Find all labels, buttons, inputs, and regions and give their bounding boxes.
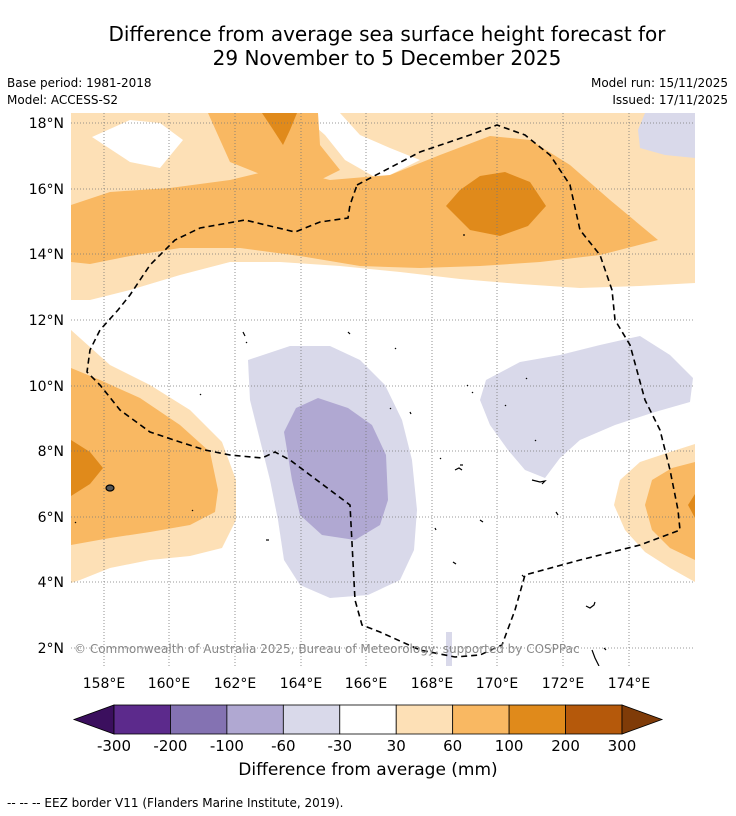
colorbar-segment bbox=[452, 704, 510, 735]
contour-band-100-200-north bbox=[446, 172, 546, 236]
lat-tick-labels: 18°N 16°N 14°N 12°N 10°N 8°N 6°N 4°N 2°N bbox=[29, 116, 64, 657]
colorbar-segment bbox=[565, 704, 623, 735]
lon-tick: 172°E bbox=[542, 676, 585, 692]
lon-tick: 170°E bbox=[476, 676, 519, 692]
lat-tick: 8°N bbox=[38, 444, 64, 460]
white-pocket-nw bbox=[92, 120, 183, 168]
colorbar-tick-label: 60 bbox=[443, 737, 462, 755]
contour-band-100-200-west bbox=[71, 440, 103, 496]
lat-tick: 16°N bbox=[29, 182, 64, 198]
colorbar-tick-label: -100 bbox=[210, 737, 244, 755]
lon-tick-labels: 158°E 160°E 162°E 164°E 166°E 168°E 170°… bbox=[83, 676, 651, 692]
lon-tick: 158°E bbox=[83, 676, 126, 692]
contour-band-100-200-south-east bbox=[688, 494, 695, 518]
lat-tick: 14°N bbox=[29, 247, 64, 263]
lat-tick: 10°N bbox=[29, 379, 64, 395]
colorbar-segment bbox=[226, 704, 284, 735]
issued-date: Issued: 17/11/2025 bbox=[612, 93, 728, 107]
colorbar-segment bbox=[113, 704, 171, 735]
lon-tick: 162°E bbox=[214, 676, 257, 692]
map-title: Difference from average sea surface heig… bbox=[0, 22, 736, 70]
colorbar-tick-label: 200 bbox=[551, 737, 580, 755]
colorbar-segment bbox=[170, 704, 228, 735]
colorbar-segment bbox=[395, 704, 454, 735]
lon-tick: 160°E bbox=[148, 676, 191, 692]
gridlines bbox=[71, 113, 695, 666]
colorbar-tick-label: -30 bbox=[328, 737, 353, 755]
eez-footnote: -- -- -- EEZ border V11 (Flanders Marine… bbox=[7, 796, 344, 810]
colorbar-tick-label: -200 bbox=[153, 737, 187, 755]
islands bbox=[74, 234, 607, 666]
lon-tick: 174°E bbox=[608, 676, 651, 692]
colorbar-segment bbox=[508, 704, 566, 735]
lat-tick: 2°N bbox=[38, 641, 64, 657]
contour-band-neg-north-east bbox=[638, 113, 695, 158]
colorbar-extend-high bbox=[621, 704, 664, 735]
contour-band-60-100-north bbox=[71, 136, 658, 268]
colorbar-tick-label: 100 bbox=[495, 737, 524, 755]
contour-band-60-100-south-east bbox=[645, 462, 695, 560]
colorbar-tick-label: 300 bbox=[608, 737, 637, 755]
lat-tick: 6°N bbox=[38, 510, 64, 526]
colorbar-tick-label: -60 bbox=[271, 737, 296, 755]
white-pocket-n bbox=[300, 113, 420, 180]
contour-band-60-100-west bbox=[71, 368, 218, 545]
lon-tick: 166°E bbox=[345, 676, 388, 692]
model-name: Model: ACCESS-S2 bbox=[7, 93, 119, 107]
lat-tick: 18°N bbox=[29, 116, 64, 132]
contour-layer bbox=[71, 113, 695, 666]
lon-tick: 168°E bbox=[411, 676, 454, 692]
lat-tick: 12°N bbox=[29, 313, 64, 329]
title-line-1: Difference from average sea surface heig… bbox=[108, 22, 666, 46]
base-period: Base period: 1981-2018 bbox=[7, 76, 152, 90]
contour-band-neg-east bbox=[480, 336, 693, 478]
colorbar-extend-low bbox=[72, 704, 115, 735]
colorbar-segment bbox=[339, 704, 397, 735]
title-line-2: 29 November to 5 December 2025 bbox=[212, 46, 562, 70]
eez-border bbox=[86, 124, 681, 658]
lon-tick: 164°E bbox=[280, 676, 323, 692]
lat-tick: 4°N bbox=[38, 575, 64, 591]
colorbar-label: Difference from average (mm) bbox=[238, 760, 498, 780]
meta-left: Base period: 1981-2018 Model: ACCESS-S2 bbox=[7, 75, 152, 109]
colorbar-segment bbox=[282, 704, 341, 735]
contour-sliver bbox=[446, 632, 452, 666]
credit-text: © Commonwealth of Australia 2025, Bureau… bbox=[74, 642, 580, 656]
colorbar: -300 -200 -100 -60 -30 30 60 100 200 300 bbox=[72, 704, 664, 755]
colorbar-tick-label: -300 bbox=[97, 737, 131, 755]
contour-band-60-100-top bbox=[208, 113, 340, 180]
contour-band-neg-central-mid bbox=[284, 398, 388, 540]
model-run: Model run: 15/11/2025 bbox=[590, 76, 728, 90]
contour-band-100-200-top bbox=[262, 113, 297, 145]
meta-right: Model run: 15/11/2025 Issued: 17/11/2025 bbox=[591, 75, 728, 109]
colorbar-tick-label: 30 bbox=[387, 737, 406, 755]
